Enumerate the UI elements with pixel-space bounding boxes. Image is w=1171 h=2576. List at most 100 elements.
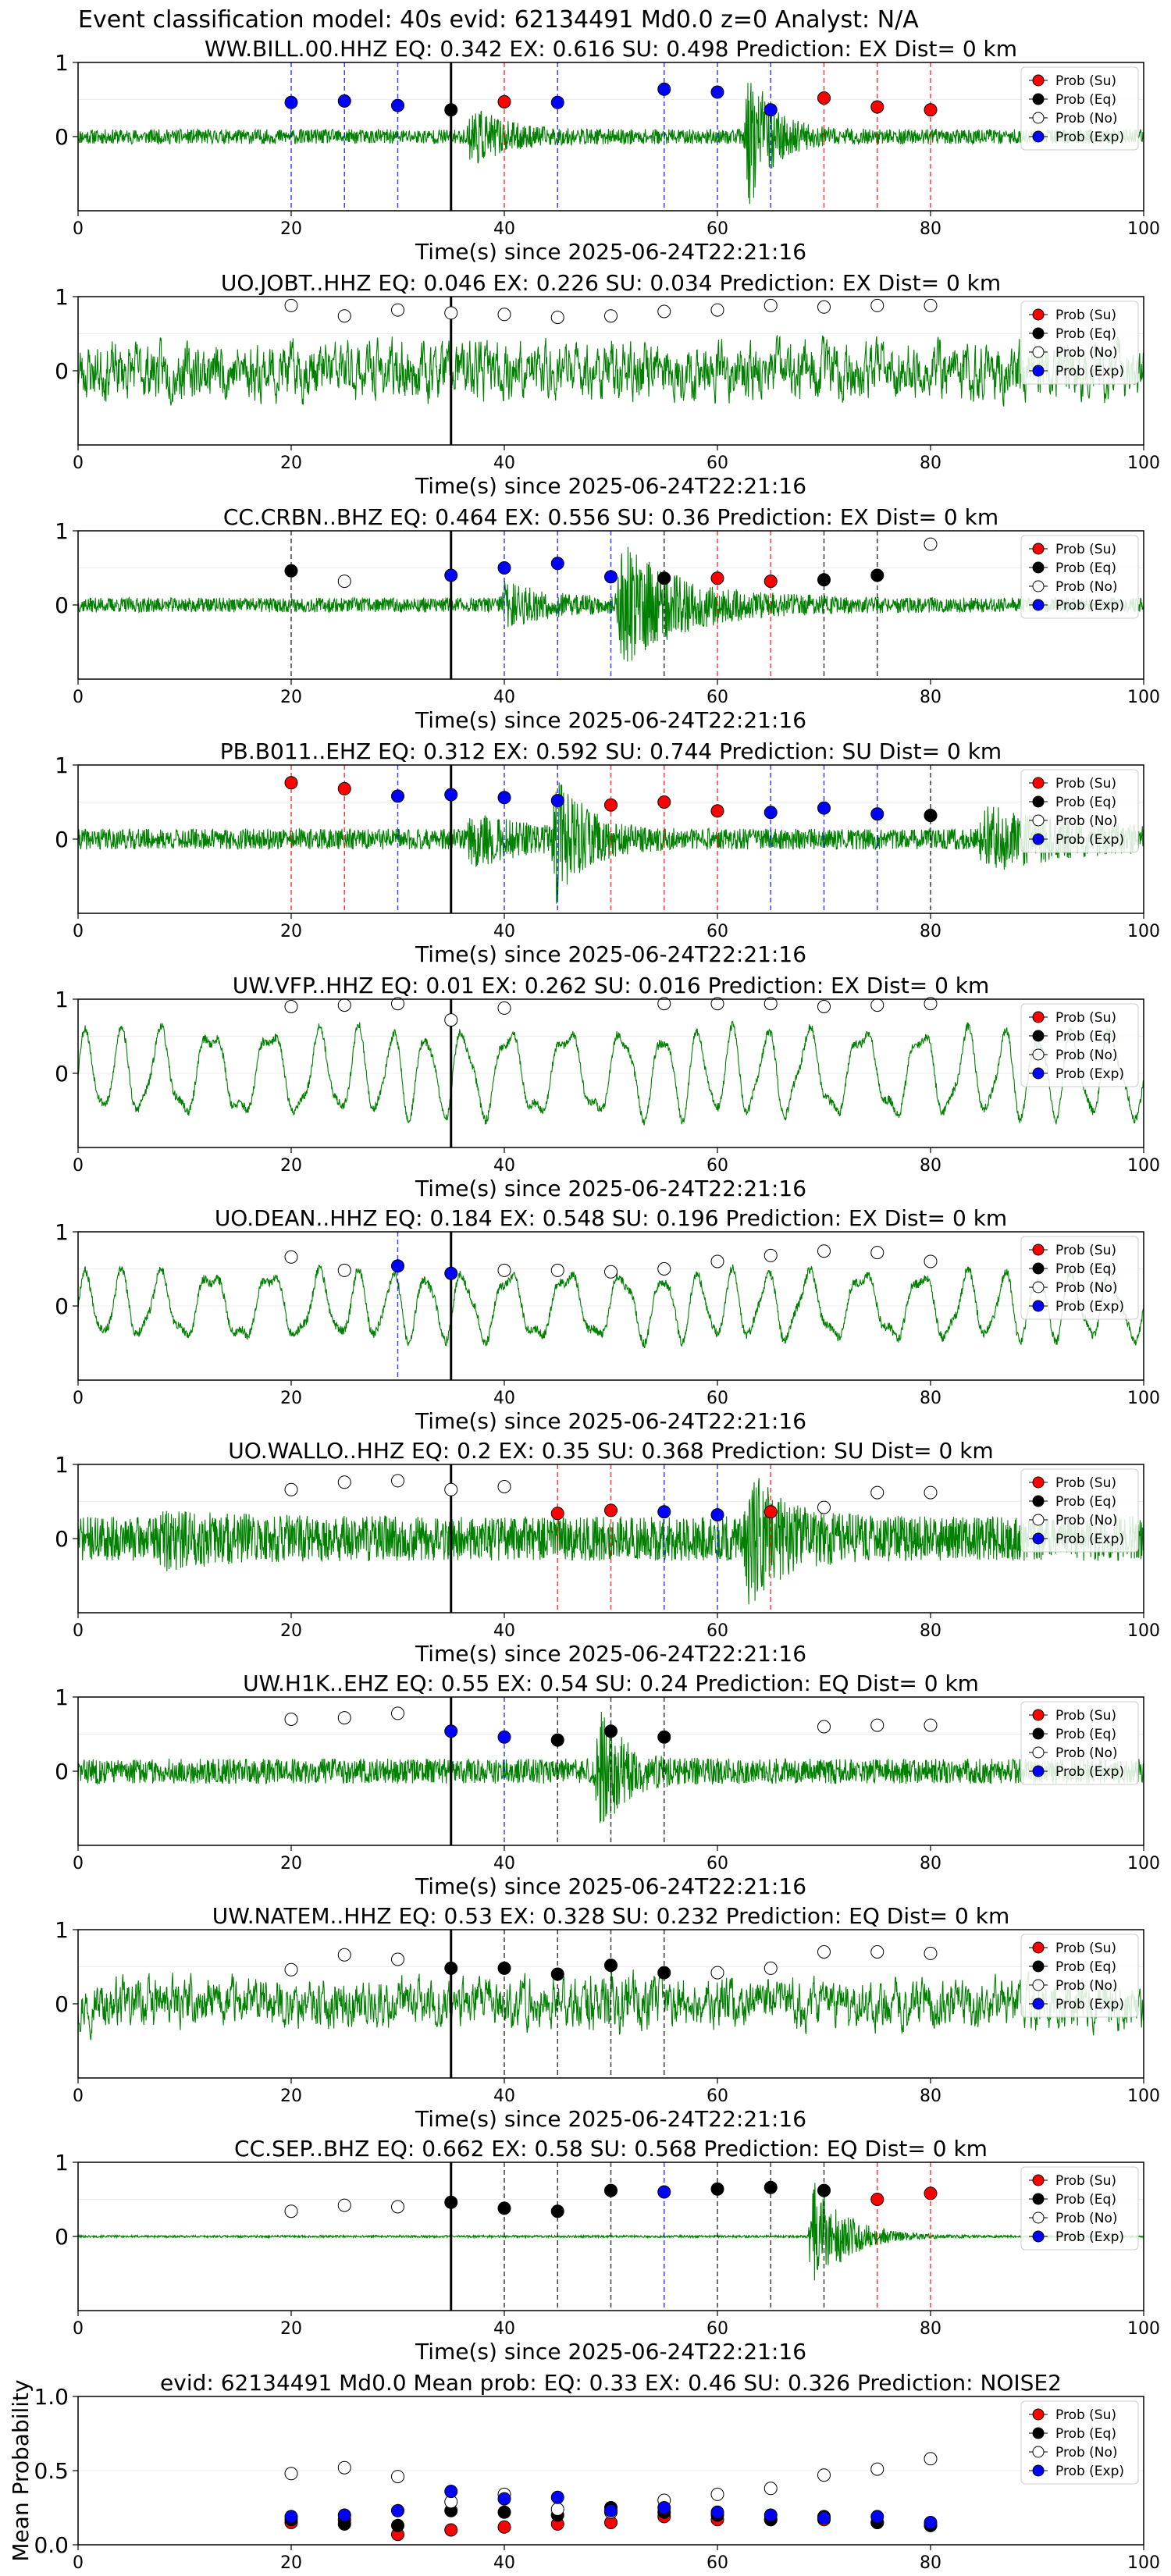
prob-marker-exp [497, 791, 511, 805]
legend-marker-no [1032, 580, 1045, 592]
legend-box [1020, 2400, 1139, 2485]
legend-marker-exp [1032, 1765, 1045, 1777]
y-axis-label: Mean Probability [8, 2379, 34, 2561]
legend-label: Prob (Su) [1055, 2407, 1116, 2423]
x-tick-label: 40 [493, 688, 515, 707]
subplot-title: WW.BILL.00.HHZ EQ: 0.342 EX: 0.616 SU: 0… [205, 36, 1017, 62]
legend-marker-su [1032, 1941, 1045, 1954]
legend-box [1020, 1701, 1139, 1785]
subplot-2: UO.JOBT..HHZ EQ: 0.046 EX: 0.226 SU: 0.0… [55, 270, 1160, 499]
prob-marker-no [284, 298, 298, 312]
legend-marker-su [1032, 2174, 1045, 2186]
prob-marker-no [391, 1952, 404, 1966]
x-tick-label: 40 [493, 1156, 515, 1176]
x-axis-label: Time(s) since 2025-06-24T22:21:16 [415, 473, 806, 499]
mean-prob-marker-exp [817, 2511, 831, 2525]
subplot-title: UO.DEAN..HHZ EQ: 0.184 EX: 0.548 SU: 0.1… [215, 1205, 1007, 1231]
legend-marker-su [1032, 1709, 1045, 1721]
x-tick-label: 20 [280, 1156, 302, 1176]
prob-marker-no [337, 2198, 351, 2212]
y-tick-label: 1.0 [34, 2384, 69, 2410]
x-tick-label: 60 [707, 922, 728, 941]
x-tick-label: 80 [920, 1389, 941, 1408]
legend-marker-no [1032, 2446, 1045, 2458]
prob-marker-exp [710, 85, 724, 99]
legend-label: Prob (Exp) [1055, 2464, 1124, 2479]
seismogram-trace [77, 83, 1144, 205]
prob-marker-no [550, 311, 564, 325]
subplot-title: PB.B011..EHZ EQ: 0.312 EX: 0.592 SU: 0.7… [220, 738, 1002, 764]
mean-prob-marker-exp [550, 2490, 564, 2504]
x-tick-label: 60 [707, 1621, 728, 1641]
prob-marker-exp [391, 789, 404, 803]
prob-marker-exp [497, 561, 511, 575]
x-tick-label: 100 [1127, 2087, 1160, 2106]
prob-marker-eq [550, 1967, 564, 1981]
prob-marker-no [337, 309, 351, 323]
legend-label: Prob (Eq) [1055, 92, 1116, 108]
prob-marker-no [870, 1718, 884, 1732]
legend-marker-no [1032, 1048, 1045, 1061]
legend-box [1020, 66, 1139, 151]
prob-marker-exp [497, 1730, 511, 1744]
legend-box [1020, 1003, 1139, 1087]
seismogram-trace [77, 1264, 1144, 1349]
x-tick-label: 60 [707, 1156, 728, 1176]
legend-marker-eq [1032, 1262, 1045, 1275]
legend-label: Prob (Su) [1055, 1243, 1116, 1258]
legend-marker-exp [1032, 365, 1045, 377]
prob-marker-su [710, 571, 724, 585]
x-tick-label: 80 [920, 2319, 941, 2339]
prob-marker-no [817, 1000, 831, 1013]
prob-marker-su [284, 776, 298, 790]
legend-label: Prob (Su) [1055, 1010, 1116, 1026]
subplot-3: CC.CRBN..BHZ EQ: 0.464 EX: 0.556 SU: 0.3… [55, 504, 1160, 733]
y-tick-label: 1 [55, 1917, 69, 1943]
prob-marker-exp [604, 570, 618, 584]
seismogram-trace [77, 546, 1144, 662]
prob-marker-no [870, 1485, 884, 1500]
x-tick-label: 80 [920, 2087, 941, 2106]
prob-marker-eq [657, 1966, 671, 1980]
legend-label: Prob (Eq) [1055, 326, 1116, 342]
legend-marker-su [1032, 1244, 1045, 1256]
legend-label: Prob (Su) [1055, 1475, 1116, 1491]
x-tick-label: 80 [920, 1854, 941, 1873]
prob-marker-su [550, 1507, 564, 1521]
legend-label: Prob (Exp) [1055, 832, 1124, 848]
y-tick-label: 1 [55, 518, 69, 544]
x-tick-label: 80 [920, 688, 941, 707]
subplot-title: UO.WALLO..HHZ EQ: 0.2 EX: 0.35 SU: 0.368… [228, 1438, 993, 1464]
y-tick-label: 0 [55, 1991, 69, 2017]
legend-label: Prob (Eq) [1055, 1029, 1116, 1044]
prob-marker-su [870, 100, 884, 114]
x-tick-label: 60 [707, 454, 728, 473]
legend-label: Prob (No) [1055, 2445, 1118, 2460]
prob-marker-eq [444, 103, 458, 117]
prob-marker-no [924, 1254, 938, 1268]
legend-label: Prob (Exp) [1055, 1532, 1124, 1547]
legend-marker-no [1032, 2211, 1045, 2224]
legend: Prob (Su) Prob (Eq) Prob (No) Prob (Exp) [1020, 301, 1139, 385]
prob-marker-su [924, 2186, 938, 2201]
prob-marker-exp [444, 788, 458, 802]
x-tick-label: 0 [73, 1156, 84, 1176]
subplot-6: UO.DEAN..HHZ EQ: 0.184 EX: 0.548 SU: 0.1… [55, 1205, 1160, 1434]
legend-marker-no [1032, 814, 1045, 827]
prob-marker-no [924, 537, 938, 551]
legend-marker-exp [1032, 2464, 1045, 2477]
legend-label: Prob (Su) [1055, 73, 1116, 89]
x-tick-label: 40 [493, 1621, 515, 1641]
legend-marker-eq [1032, 93, 1045, 105]
prob-marker-no [710, 1966, 724, 1980]
prob-marker-exp [284, 95, 298, 109]
y-tick-label: 1 [55, 987, 69, 1012]
legend-marker-no [1032, 346, 1045, 358]
x-tick-label: 80 [920, 454, 941, 473]
prob-marker-su [924, 103, 938, 117]
subplot-5: UW.VFP..HHZ EQ: 0.01 EX: 0.262 SU: 0.016… [55, 973, 1160, 1201]
prob-marker-no [817, 1244, 831, 1258]
legend-label: Prob (Eq) [1055, 560, 1116, 576]
legend-label: Prob (Eq) [1055, 2426, 1116, 2442]
y-tick-label: 0 [55, 358, 69, 384]
